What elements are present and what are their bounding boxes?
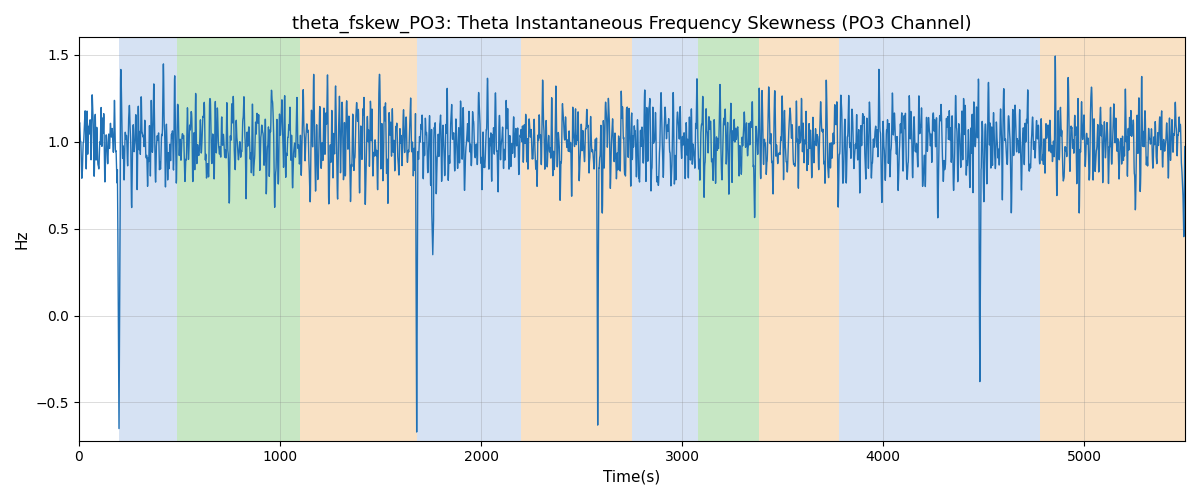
Bar — [698, 38, 758, 440]
Bar — [521, 38, 632, 440]
X-axis label: Time(s): Time(s) — [604, 470, 660, 485]
Title: theta_fskew_PO3: Theta Instantaneous Frequency Skewness (PO3 Channel): theta_fskew_PO3: Theta Instantaneous Fre… — [292, 15, 972, 34]
Bar — [839, 38, 1040, 440]
Bar — [416, 38, 521, 440]
Bar — [178, 38, 300, 440]
Bar — [300, 38, 416, 440]
Bar — [758, 38, 839, 440]
Bar — [119, 38, 178, 440]
Bar — [1040, 38, 1184, 440]
Bar — [632, 38, 698, 440]
Y-axis label: Hz: Hz — [14, 230, 30, 249]
